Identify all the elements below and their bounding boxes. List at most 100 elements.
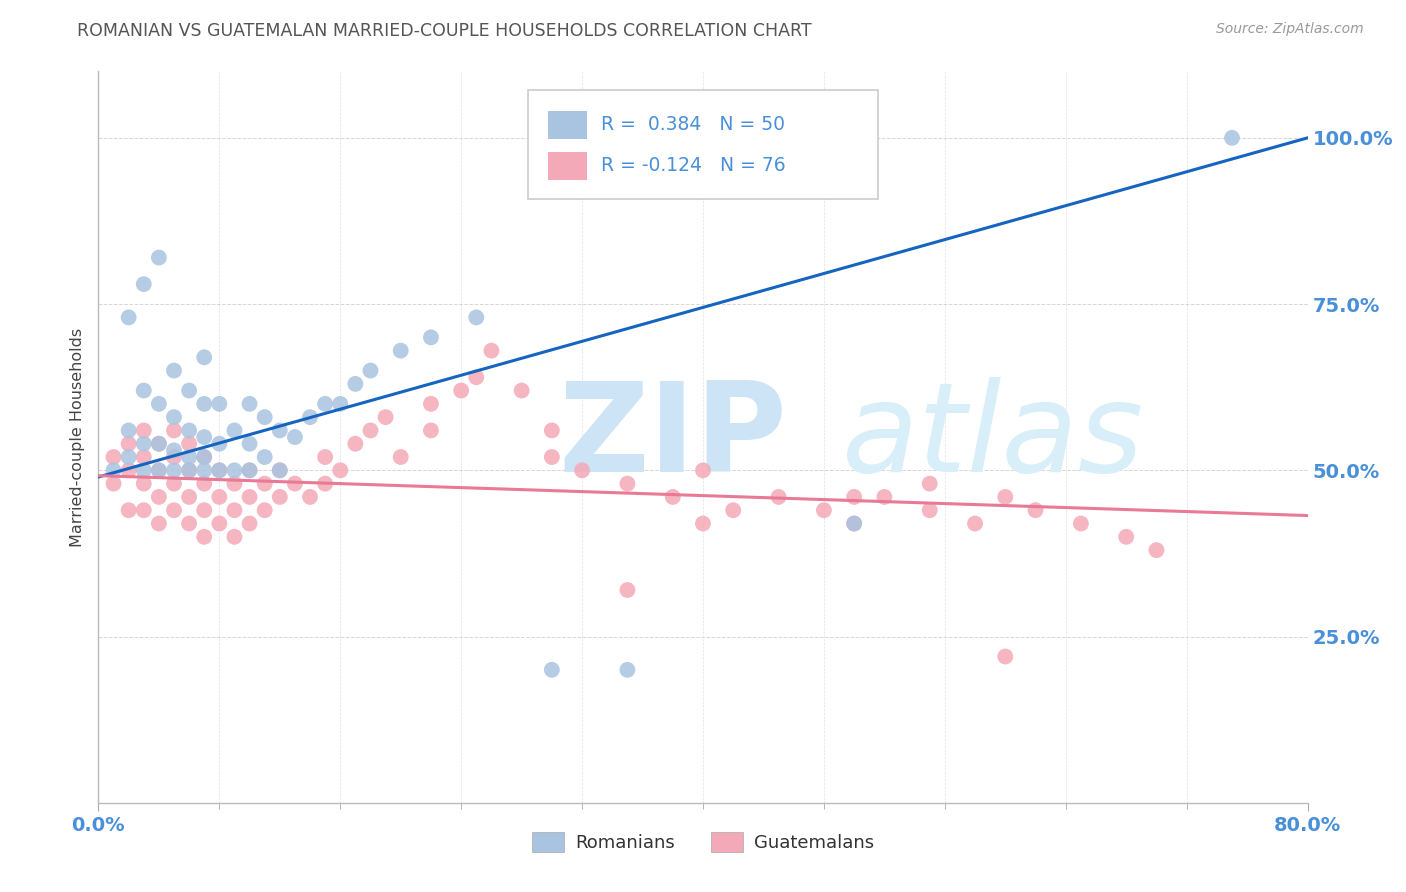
Point (965, 516, 987, 531)
Point (284, 430, 307, 444)
Point (132, 384, 155, 398)
Point (873, 490, 896, 504)
Point (239, 516, 262, 531)
Point (163, 503, 186, 517)
Point (844, 490, 866, 504)
Point (389, 343, 412, 358)
Text: R =  0.384   N = 50: R = 0.384 N = 50 (602, 115, 786, 135)
Point (224, 503, 246, 517)
Point (193, 351, 215, 365)
Point (692, 463, 714, 477)
Point (103, 450, 125, 464)
Point (224, 476, 246, 491)
Point (571, 463, 593, 477)
Point (269, 463, 291, 477)
Point (118, 463, 141, 477)
Point (389, 450, 412, 464)
Point (540, 450, 562, 464)
Point (179, 436, 201, 450)
Point (844, 516, 866, 531)
Point (616, 582, 638, 597)
Point (1070, 516, 1092, 531)
Point (994, 649, 1017, 664)
Text: atlas: atlas (842, 376, 1144, 498)
FancyBboxPatch shape (548, 111, 586, 138)
Point (661, 490, 683, 504)
Point (163, 443, 186, 458)
Point (844, 516, 866, 531)
Point (118, 310, 141, 325)
Point (208, 436, 231, 450)
Point (163, 476, 186, 491)
Point (269, 424, 291, 438)
Point (132, 503, 155, 517)
Point (148, 436, 170, 450)
Point (118, 424, 141, 438)
Point (510, 384, 533, 398)
Point (163, 463, 186, 477)
Point (481, 343, 503, 358)
Point (540, 663, 562, 677)
Y-axis label: Married-couple Households: Married-couple Households (69, 327, 84, 547)
Point (299, 490, 322, 504)
Point (148, 436, 170, 450)
Point (360, 424, 382, 438)
Point (344, 436, 367, 450)
Point (179, 424, 201, 438)
Text: R = -0.124   N = 76: R = -0.124 N = 76 (602, 156, 786, 175)
Point (239, 490, 262, 504)
Text: ZIP: ZIP (558, 376, 786, 498)
FancyBboxPatch shape (527, 90, 879, 200)
Point (179, 450, 201, 464)
Point (918, 503, 941, 517)
Point (540, 424, 562, 438)
Point (179, 516, 201, 531)
Point (1220, 131, 1243, 145)
Point (269, 490, 291, 504)
Point (163, 363, 186, 377)
Point (224, 424, 246, 438)
Point (179, 463, 201, 477)
Point (148, 516, 170, 531)
Point (118, 503, 141, 517)
Point (132, 463, 155, 477)
Point (224, 463, 246, 477)
Point (148, 397, 170, 411)
Point (374, 410, 396, 425)
Point (193, 397, 215, 411)
Point (269, 463, 291, 477)
Point (420, 424, 443, 438)
Point (132, 450, 155, 464)
Point (132, 277, 155, 292)
Point (163, 424, 186, 438)
Point (465, 310, 488, 325)
Point (148, 463, 170, 477)
Point (420, 330, 443, 344)
Point (253, 410, 276, 425)
FancyBboxPatch shape (548, 152, 586, 179)
Point (193, 450, 215, 464)
Point (1024, 503, 1046, 517)
Point (132, 436, 155, 450)
Point (179, 463, 201, 477)
Point (103, 476, 125, 491)
Point (360, 363, 382, 377)
Legend: Romanians, Guatemalans: Romanians, Guatemalans (524, 824, 882, 860)
Point (193, 530, 215, 544)
Point (768, 490, 790, 504)
Point (118, 450, 141, 464)
Point (208, 490, 231, 504)
Point (465, 370, 488, 384)
Point (1144, 543, 1167, 558)
Point (148, 463, 170, 477)
Point (299, 410, 322, 425)
Point (163, 410, 186, 425)
Point (253, 450, 276, 464)
Point (314, 476, 336, 491)
Point (420, 397, 443, 411)
Point (193, 450, 215, 464)
Point (132, 424, 155, 438)
Point (179, 490, 201, 504)
Point (208, 397, 231, 411)
Point (179, 384, 201, 398)
